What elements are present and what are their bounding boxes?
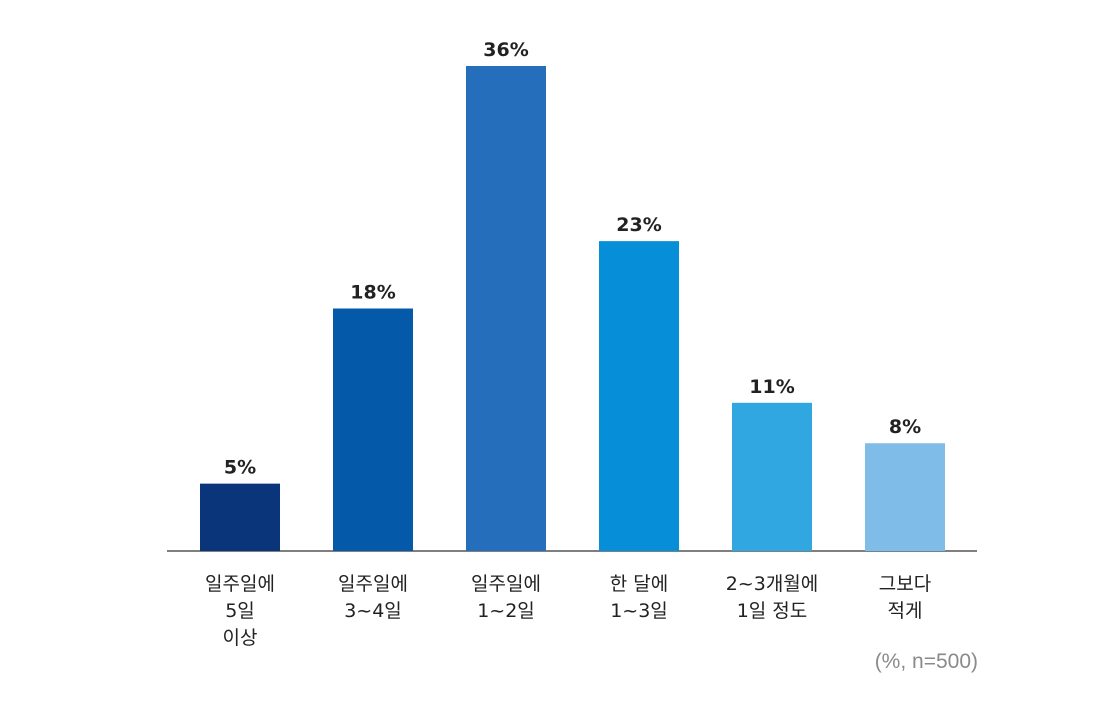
bar-4	[599, 241, 679, 551]
bar-1	[200, 483, 280, 551]
value-label-3: 36%	[483, 39, 528, 61]
category-label-5-line-1: 2~3개월에	[726, 573, 819, 595]
category-label-2-line-2: 3~4일	[344, 600, 402, 622]
value-label-4: 23%	[616, 214, 661, 236]
category-label-1-line-1: 일주일에	[205, 573, 275, 595]
category-label-4-line-1: 한 달에	[610, 573, 668, 595]
category-label-3-line-1: 일주일에	[471, 573, 541, 595]
category-label-1-line-2: 5일	[225, 600, 255, 622]
bar-5	[732, 402, 812, 551]
bar-6	[865, 443, 945, 551]
bar-3	[466, 66, 546, 551]
category-label-6-line-1: 그보다	[879, 573, 931, 595]
category-label-3-line-2: 1~2일	[477, 600, 535, 622]
value-label-5: 11%	[749, 376, 794, 398]
value-label-6: 8%	[889, 416, 921, 438]
bar-2	[333, 308, 413, 551]
value-label-1: 5%	[224, 457, 256, 479]
sample-size-note: (%, n=500)	[874, 650, 978, 673]
value-label-2: 18%	[350, 282, 395, 304]
category-label-2-line-1: 일주일에	[338, 573, 408, 595]
category-label-6-line-2: 적게	[888, 600, 923, 622]
category-label-1-line-3: 이상	[223, 627, 258, 649]
category-label-4-line-2: 1~3일	[610, 600, 668, 622]
category-label-5-line-2: 1일 정도	[737, 600, 808, 622]
